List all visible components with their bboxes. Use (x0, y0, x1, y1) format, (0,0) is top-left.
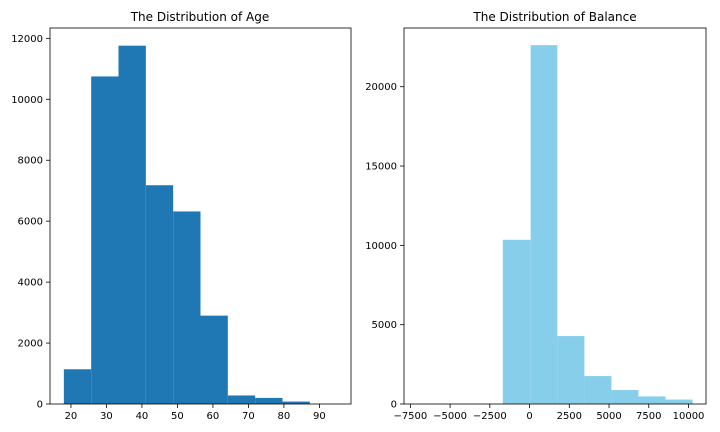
age-y-tick-label-1: 2000 (18, 339, 43, 350)
balance-y-tick-label-4: 20000 (365, 82, 397, 93)
balance-bars (502, 45, 693, 404)
age-bar-0 (63, 369, 92, 404)
balance-chart-title: The Distribution of Balance (472, 10, 636, 24)
age-histogram-panel: The Distribution of Age 20 30 40 50 60 70 80 90… (11, 10, 352, 422)
balance-x-tick-label-3: 0 (526, 411, 532, 422)
age-x-tick-label-1: 30 (100, 411, 113, 422)
age-y-tick-label-2: 4000 (18, 278, 43, 289)
balance-x-tick-label-5: 5000 (596, 411, 621, 422)
balance-x-tick-label-0: −7500 (393, 411, 427, 422)
balance-y-tick-label-1: 5000 (372, 320, 397, 331)
age-y-tick-label-5: 10000 (11, 95, 43, 106)
balance-y-tick-label-2: 10000 (365, 241, 397, 252)
balance-bar-6 (557, 336, 585, 404)
age-bar-4 (173, 211, 201, 404)
balance-x-tick-label-7: 10000 (673, 411, 705, 422)
balance-bar-5 (530, 45, 558, 404)
age-x-tick-label-7: 90 (313, 411, 326, 422)
age-x-tick-label-6: 80 (278, 411, 291, 422)
balance-bar-10 (665, 399, 693, 404)
balance-bar-9 (638, 396, 666, 404)
age-x-tick-label-2: 40 (136, 411, 149, 422)
balance-y-ticks: 0 5000 10000 15000 20000 (365, 82, 404, 411)
balance-bar-8 (611, 390, 639, 404)
balance-bar-4 (502, 239, 531, 404)
age-bar-2 (118, 45, 146, 405)
balance-y-tick-label-3: 15000 (365, 162, 397, 173)
age-bar-1 (91, 76, 119, 404)
age-bars (63, 45, 310, 405)
age-y-tick-label-0: 0 (37, 400, 43, 411)
age-bar-5 (200, 315, 228, 404)
age-x-ticks: 20 30 40 50 60 70 80 90 (65, 404, 326, 422)
balance-x-ticks: −7500 −5000 −2500 0 2500 5000 7500 10000 (393, 404, 704, 422)
balance-bar-7 (584, 376, 612, 404)
age-bar-6 (227, 395, 256, 404)
age-bar-7 (255, 397, 283, 404)
age-bar-3 (145, 185, 174, 404)
age-axes-frame (49, 27, 352, 405)
age-y-ticks: 0 2000 4000 6000 8000 10000 12000 (11, 34, 50, 411)
age-y-tick-label-3: 6000 (18, 217, 43, 228)
balance-x-tick-label-6: 7500 (636, 411, 661, 422)
balance-axes-frame (403, 27, 707, 405)
age-y-tick-label-4: 8000 (18, 156, 43, 167)
balance-histogram-panel: The Distribution of Balance −7500 −5000 −2… (365, 10, 707, 422)
balance-x-tick-label-2: −2500 (473, 411, 507, 422)
balance-x-tick-label-4: 2500 (557, 411, 582, 422)
age-x-tick-label-4: 60 (207, 411, 220, 422)
balance-y-tick-label-0: 0 (391, 400, 397, 411)
balance-x-tick-label-1: −5000 (433, 411, 467, 422)
age-x-tick-label-5: 70 (242, 411, 255, 422)
age-x-tick-label-0: 20 (65, 411, 78, 422)
age-chart-title: The Distribution of Age (130, 10, 270, 24)
age-y-tick-label-6: 12000 (11, 34, 43, 45)
age-x-tick-label-3: 50 (171, 411, 184, 422)
age-bar-8 (282, 401, 310, 404)
